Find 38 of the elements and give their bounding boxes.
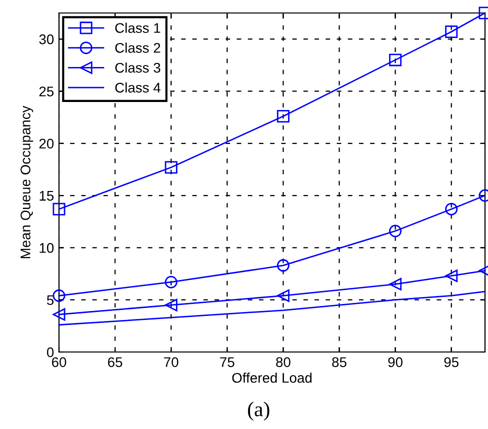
x-tick-label: 80 [276, 357, 290, 368]
point [445, 26, 458, 38]
legend-label: Class 4 [115, 82, 160, 93]
y-tick-label: 15 [40, 191, 54, 201]
x-tick-label: 75 [220, 357, 234, 368]
x-tick-label: 65 [108, 357, 122, 368]
y-tick-label: 30 [39, 34, 54, 44]
x-axis-title: Offered Load [232, 372, 312, 383]
x-tick-label: 90 [388, 357, 402, 368]
legend-label: Class 1 [115, 22, 160, 33]
x-tick-label: 60 [52, 357, 66, 368]
x-tick-label: 95 [444, 357, 459, 368]
y-tick-label: 0 [46, 347, 54, 358]
point [276, 289, 290, 302]
point [164, 276, 178, 288]
point [52, 289, 66, 302]
legend-label: Class 3 [115, 62, 160, 73]
point [164, 161, 178, 174]
x-tick-label: 85 [332, 357, 346, 368]
text: (a) [248, 402, 270, 421]
point [276, 110, 290, 123]
x-tick-label: 70 [164, 357, 178, 368]
point [52, 308, 66, 321]
line-series [58, 290, 486, 326]
y-tick-label: 20 [39, 138, 54, 149]
point [445, 270, 458, 282]
y-tick-label: 10 [40, 243, 54, 253]
legend-label: Class 2 [115, 42, 160, 53]
point [445, 202, 458, 216]
y-axis-title: Mean Queue Occupancy [20, 106, 34, 258]
point [164, 298, 178, 312]
point [389, 224, 402, 238]
point [389, 278, 402, 290]
point [52, 202, 66, 216]
y-tick-label: 25 [39, 86, 54, 96]
point [389, 54, 402, 66]
point [276, 259, 290, 272]
y-tick-label: 5 [46, 295, 54, 306]
